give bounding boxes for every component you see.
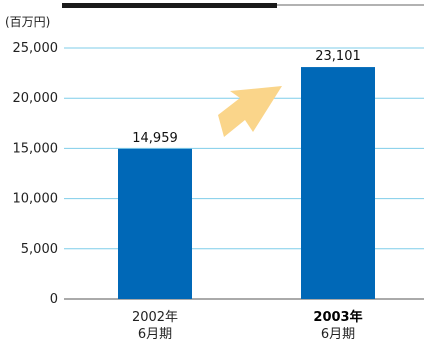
bar-value-labels: 14,959 23,101 (132, 49, 361, 146)
y-tick-label: 0 (50, 292, 58, 307)
bar (301, 67, 375, 299)
category-year-label: 2003年 (313, 309, 362, 325)
y-tick-label: 20,000 (13, 91, 59, 106)
bar (118, 148, 192, 299)
bar-value-label: 23,101 (315, 49, 361, 64)
category-year-label: 2002年 (132, 310, 178, 325)
growth-arrow (218, 86, 282, 137)
y-axis-ticks: 0 5,000 10,000 15,000 20,000 25,000 (13, 41, 59, 307)
y-tick-label: 10,000 (13, 192, 59, 207)
y-tick-label: 15,000 (13, 141, 59, 156)
bar-value-label: 14,959 (132, 131, 178, 146)
bars (118, 67, 375, 299)
x-axis-categories: 2002年 6月期 2003年 6月期 (132, 309, 363, 342)
unit-label: (百万円) (5, 15, 50, 29)
y-tick-label: 25,000 (13, 41, 59, 56)
category-period-label: 6月期 (138, 327, 172, 342)
growth-arrow-layer (218, 86, 282, 137)
y-tick-label: 5,000 (21, 242, 58, 257)
category-period-label: 6月期 (321, 327, 355, 342)
top-band-dark (62, 3, 277, 8)
